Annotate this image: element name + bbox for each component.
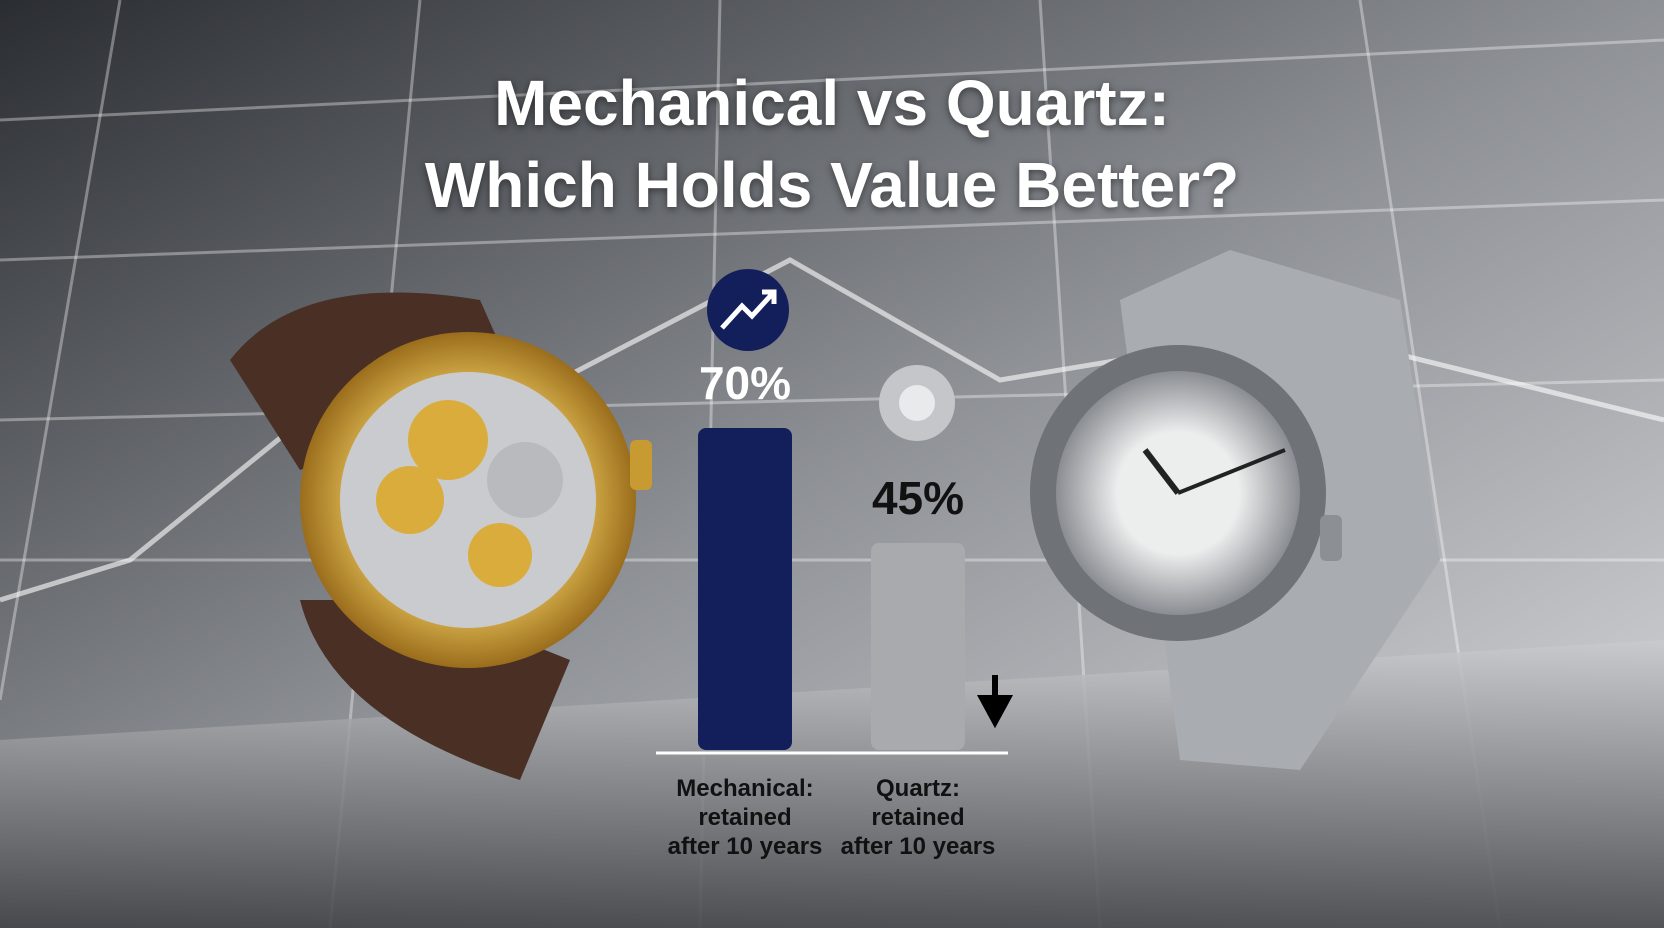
bar [871, 543, 965, 750]
mechanical-watch [230, 292, 652, 780]
value-label: 45% [871, 472, 965, 524]
value-label: 70% [698, 357, 792, 409]
category-label: Quartz: retained after 10 years [840, 775, 996, 860]
chart-title: Mechanical vs Quartz: Which Holds Value … [424, 67, 1240, 221]
icons [707, 269, 1014, 729]
bar [698, 428, 792, 750]
category-label: Mechanical: retained after 10 years [667, 775, 823, 860]
quartz-watch [1030, 250, 1440, 770]
